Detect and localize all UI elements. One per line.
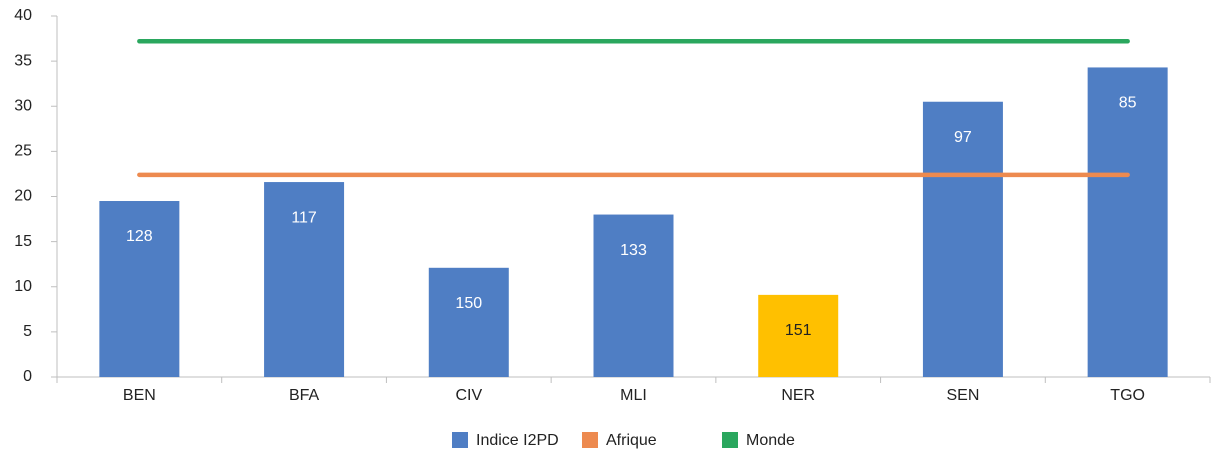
- y-tick-label: 35: [14, 52, 32, 69]
- bar-label: 133: [620, 242, 647, 259]
- legend-swatch: [722, 432, 738, 448]
- x-tick-label: TGO: [1110, 387, 1145, 404]
- bar: [922, 101, 1003, 378]
- x-tick-label: BEN: [123, 387, 156, 404]
- y-tick-label: 25: [14, 143, 32, 160]
- y-tick-label: 5: [23, 323, 32, 340]
- y-tick-label: 20: [14, 188, 32, 205]
- bar: [1087, 67, 1168, 377]
- y-tick-label: 40: [14, 7, 32, 24]
- bar: [758, 294, 839, 377]
- bar-label: 85: [1119, 95, 1137, 112]
- x-tick-label: BFA: [289, 387, 320, 404]
- bar: [99, 201, 180, 377]
- x-tick-label: CIV: [455, 387, 482, 404]
- bar-label: 151: [785, 322, 812, 339]
- bar-label: 128: [126, 228, 153, 245]
- y-tick-label: 30: [14, 97, 32, 114]
- bar-label: 150: [455, 295, 482, 312]
- bar-label: 117: [291, 209, 317, 226]
- y-tick-label: 15: [14, 233, 32, 250]
- bar-label: 97: [954, 129, 972, 146]
- x-tick-label: SEN: [946, 387, 979, 404]
- legend-label: Afrique: [606, 432, 657, 449]
- bar: [593, 214, 674, 377]
- x-tick-label: NER: [781, 387, 815, 404]
- bar: [264, 182, 345, 377]
- y-tick-label: 10: [14, 278, 32, 295]
- y-tick-label: 0: [23, 368, 32, 385]
- legend-swatch: [582, 432, 598, 448]
- legend-label: Monde: [746, 432, 795, 449]
- x-tick-label: MLI: [620, 387, 647, 404]
- legend-label: Indice I2PD: [476, 432, 559, 449]
- bar: [428, 267, 509, 377]
- legend-swatch: [452, 432, 468, 448]
